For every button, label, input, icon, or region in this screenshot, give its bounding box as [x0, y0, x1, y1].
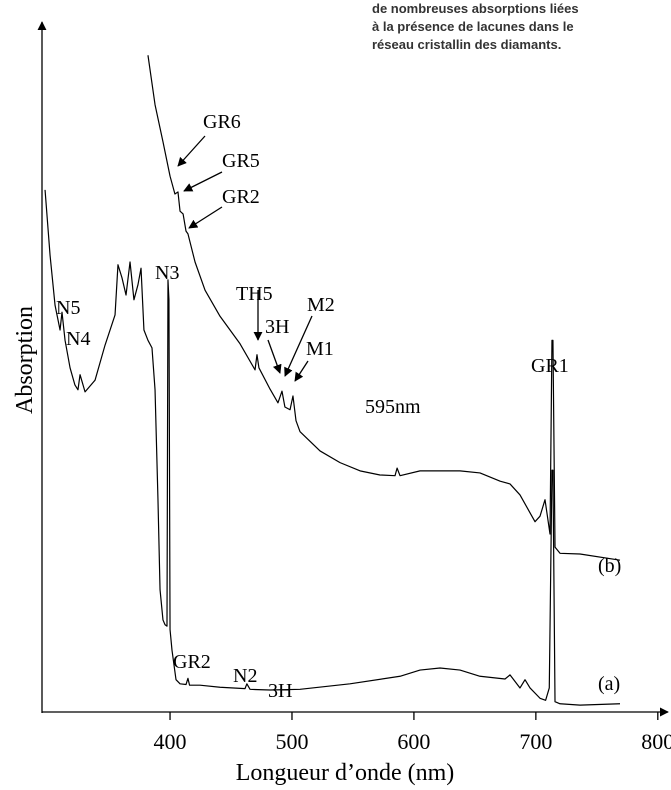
annotation: M2 [307, 294, 335, 316]
annotation: GR1 [531, 355, 569, 377]
annotation: 3H [265, 316, 289, 338]
annotation: N3 [155, 262, 179, 284]
x-tick-label: 600 [397, 729, 430, 754]
annotation: GR2 [173, 651, 211, 673]
annotation: M1 [306, 338, 334, 360]
caption-line: réseau cristallin des diamants. [372, 37, 561, 52]
series-label: (a) [598, 673, 620, 695]
x-tick-label: 700 [519, 729, 552, 754]
annotation: GR2 [222, 186, 260, 208]
x-tick-label: 500 [275, 729, 308, 754]
annotation: 3H [268, 680, 292, 702]
arrow [284, 315, 313, 377]
arrow [183, 171, 223, 192]
y-axis-label: Absorption [12, 306, 38, 414]
annotation: N5 [56, 297, 80, 319]
x-axis-label: Longueur d’onde (nm) [236, 760, 455, 786]
series-label: (b) [598, 555, 621, 577]
annotation: GR6 [203, 111, 241, 133]
caption: de nombreuses absorptions liées à la pré… [372, 1, 579, 52]
annotations: GR6 GR5 GR2 TH5 3H M2 M1 595nm GR1 N3 N5… [56, 111, 569, 702]
spectrum-line [44, 189, 621, 706]
arrow [177, 135, 206, 167]
x-tick-label: 400 [154, 729, 187, 754]
annotation: GR5 [222, 150, 260, 172]
caption-line: à la présence de lacunes dans le [372, 19, 574, 34]
annotation: N4 [66, 328, 90, 350]
annotation: 595nm [365, 396, 421, 418]
arrow [294, 360, 309, 382]
arrow [267, 339, 282, 374]
annotation: TH5 [236, 283, 273, 305]
caption-line: de nombreuses absorptions liées [372, 1, 579, 16]
spectrum-line [147, 55, 621, 561]
annotation: N2 [233, 665, 257, 687]
arrow [188, 206, 223, 229]
x-tick-label: 800 [641, 729, 671, 754]
